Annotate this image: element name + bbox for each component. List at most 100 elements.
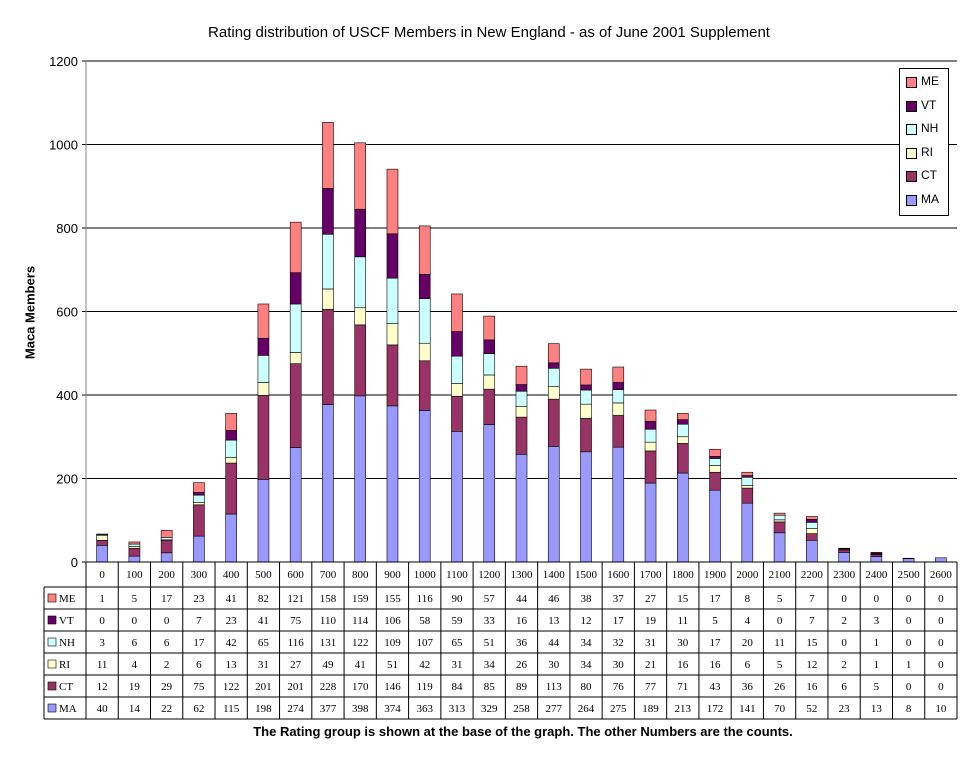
x-category-label: 1000: [414, 569, 437, 581]
table-cell: 228: [320, 681, 337, 693]
table-cell: 0: [906, 637, 912, 649]
x-category-label: 2400: [865, 569, 888, 581]
table-cell: 49: [322, 659, 334, 671]
bar-segment-me-700: [322, 122, 334, 189]
table-cell: 34: [484, 659, 496, 671]
table-cell: 31: [258, 659, 269, 671]
bar-segment-ma-2300: [838, 552, 850, 563]
bar-segment-nh-1800: [676, 423, 689, 438]
bar-segment-nh-800: [354, 256, 367, 309]
table-cell: 32: [613, 637, 624, 649]
table-cell: 75: [290, 615, 302, 627]
table-cell: 13: [548, 615, 560, 627]
bar-segment-ct-1200: [483, 388, 496, 425]
bar-segment-ri-1800: [676, 436, 689, 444]
bar-segment-vt-1600: [612, 382, 625, 390]
bar-segment-me-500: [257, 303, 270, 339]
table-cell: 2: [841, 659, 847, 671]
bar-segment-ma-2000: [741, 502, 754, 563]
bar-segment-nh-1700: [644, 428, 657, 443]
table-cell: 189: [642, 703, 659, 715]
table-cell: 1: [906, 659, 912, 671]
bar-segment-ma-1500: [580, 451, 592, 563]
bar-segment-ct-500: [257, 395, 270, 480]
table-cell: 14: [129, 703, 141, 715]
table-cell: 0: [164, 615, 170, 627]
bar-segment-ri-1100: [451, 383, 463, 397]
table-cell: 6: [196, 659, 202, 671]
bar-segment-ma-1300: [515, 453, 528, 563]
table-cell: 34: [581, 637, 593, 649]
bar-segment-ma-1800: [676, 472, 689, 563]
table-cell: 29: [161, 681, 173, 693]
bar-segment-ri-1500: [580, 403, 592, 419]
table-cell: 26: [516, 659, 528, 671]
table-cell: 5: [777, 593, 783, 605]
table-cell: 0: [938, 681, 944, 693]
x-category-label: 600: [287, 569, 304, 581]
bar-segment-ri-2200: [806, 528, 818, 534]
table-cell: 3: [99, 637, 105, 649]
bar-segment-ri-800: [354, 307, 367, 326]
x-category-label: 1100: [446, 569, 468, 581]
bar-segment-nh-1500: [580, 389, 592, 405]
bar-segment-me-1800: [676, 413, 689, 420]
bar-segment-ri-0: [96, 535, 108, 541]
bar-segment-vt-2200: [806, 519, 818, 523]
x-category-label: 200: [158, 569, 175, 581]
table-cell: 6: [745, 659, 751, 671]
bar-segment-me-1700: [644, 409, 657, 422]
table-cell: 116: [417, 593, 434, 605]
legend-label: CT: [921, 168, 937, 182]
table-row-label-me: ME: [59, 593, 76, 605]
table-cell: 113: [546, 681, 563, 693]
table-cell: 398: [352, 703, 369, 715]
bar-segment-vt-1400: [547, 362, 560, 369]
bar-segment-ma-2400: [870, 556, 883, 563]
table-cell: 42: [226, 637, 237, 649]
table-cell: 8: [906, 703, 912, 715]
bar-segment-nh-1900: [709, 458, 721, 466]
bar-segment-vt-1800: [676, 419, 689, 425]
table-cell: 41: [258, 615, 269, 627]
table-cell: 4: [745, 615, 751, 627]
bar-segment-ma-500: [257, 479, 270, 563]
bar-segment-vt-600: [289, 272, 302, 305]
table-cell: 23: [226, 615, 238, 627]
bar-segment-me-400: [225, 413, 237, 431]
bar-segment-vt-400: [225, 430, 237, 441]
table-cell: 275: [610, 703, 627, 715]
table-cell: 15: [806, 637, 818, 649]
table-cell: 122: [223, 681, 240, 693]
x-category-label: 2200: [801, 569, 824, 581]
bar-segment-vt-2300: [838, 547, 850, 550]
bar-segment-ma-2100: [773, 532, 786, 563]
y-tick-label: 800: [56, 221, 78, 236]
table-cell: 65: [258, 637, 270, 649]
bar-segment-ct-1900: [709, 471, 721, 491]
table-cell: 21: [645, 659, 656, 671]
bar-segment-ct-1100: [451, 395, 463, 432]
table-cell: 0: [906, 593, 912, 605]
table-cell: 6: [841, 681, 847, 693]
table-cell: 4: [132, 659, 138, 671]
table-cell: 44: [548, 637, 560, 649]
x-category-label: 2100: [769, 569, 792, 581]
x-category-label: 1400: [543, 569, 566, 581]
table-cell: 70: [774, 703, 786, 715]
table-cell: 374: [384, 703, 401, 715]
bar-segment-ri-2000: [741, 485, 754, 489]
table-cell: 277: [546, 703, 563, 715]
table-cell: 11: [677, 615, 688, 627]
bar-segment-vt-1100: [451, 331, 463, 357]
bar-segment-ma-1700: [644, 482, 657, 563]
bar-segment-ri-700: [322, 288, 334, 310]
table-cell: 71: [677, 681, 688, 693]
bar-segment-ma-100: [128, 555, 141, 563]
table-cell: 2: [841, 615, 847, 627]
table-cell: 201: [287, 681, 304, 693]
table-cell: 377: [320, 703, 337, 715]
table-cell: 0: [99, 615, 105, 627]
table-cell: 43: [710, 681, 722, 693]
table-cell: 10: [935, 703, 947, 715]
